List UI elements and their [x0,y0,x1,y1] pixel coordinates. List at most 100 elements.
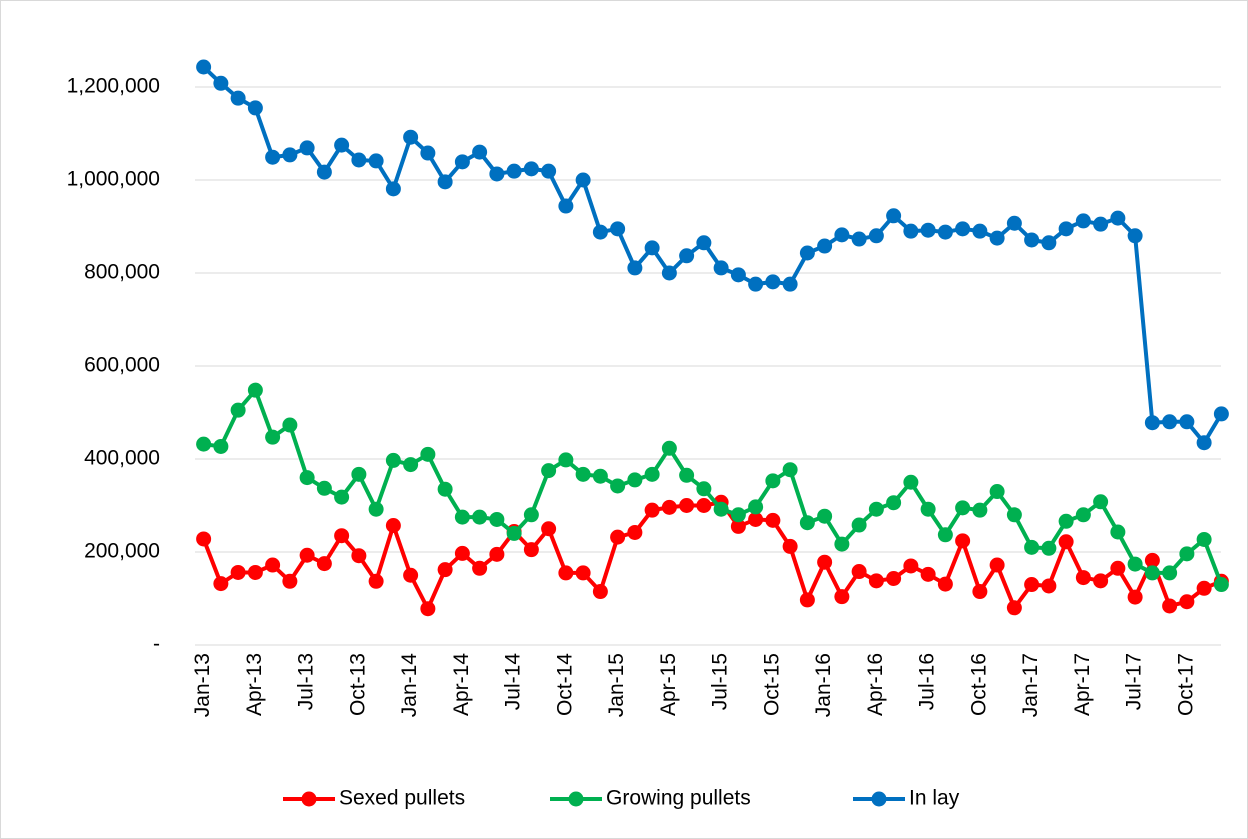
point [1075,570,1091,586]
point [799,515,815,531]
point [403,567,419,583]
point [558,565,574,581]
point [730,507,746,523]
point [1024,577,1040,593]
point [955,533,971,549]
legend-marker [301,791,317,807]
point [679,467,695,483]
point [955,221,971,237]
legend-label: Sexed pullets [339,787,465,810]
point [489,546,505,562]
point [437,562,453,578]
point [782,462,798,478]
point [661,499,677,515]
point [610,478,626,494]
point [523,542,539,558]
point [1162,598,1178,614]
point [903,558,919,574]
point [1127,228,1143,244]
point [472,509,488,525]
point [213,576,229,592]
point [1162,565,1178,581]
point [679,248,695,264]
point [679,498,695,513]
point [817,508,833,524]
x-tick-label: Jan-17 [1019,653,1042,717]
point [799,592,815,608]
x-tick-label: Oct-13 [346,653,369,716]
point [403,129,419,145]
point [989,230,1005,246]
point [437,174,453,190]
point [299,470,315,486]
point [765,473,781,489]
point [730,518,746,534]
point [1024,232,1040,248]
point [1041,235,1057,251]
point [661,265,677,281]
point [282,147,298,163]
x-tick-label: Jul-13 [295,653,318,710]
y-tick-label: 1,000,000 [67,168,160,191]
point [592,224,608,240]
point [299,140,315,156]
x-tick-label: Apr-13 [243,653,266,716]
point [937,576,953,592]
point [1093,494,1109,510]
y-tick-label: 800,000 [84,261,160,284]
point [385,517,401,533]
point [748,276,764,292]
point [1006,215,1022,231]
point [1127,589,1143,605]
point [247,100,263,116]
point [1093,216,1109,232]
point [1110,210,1126,226]
point [1144,552,1160,568]
x-tick-label: Jan-13 [191,653,214,717]
point [472,144,488,160]
point [644,466,660,482]
point [420,446,436,462]
point [541,463,557,479]
point [1162,414,1178,430]
point [316,480,332,496]
point [1213,577,1229,593]
point [1144,415,1160,431]
x-tick-label: Apr-17 [1071,653,1094,716]
point [334,528,350,544]
point [989,484,1005,500]
point [868,573,884,589]
point [247,382,263,398]
point [730,267,746,283]
point [644,240,660,256]
x-tick-label: Oct-15 [760,653,783,716]
point [316,556,332,572]
point [782,538,798,554]
point [1024,539,1040,555]
point [1179,414,1195,430]
point [955,500,971,516]
point [713,260,729,276]
y-tick-label: 400,000 [84,447,160,470]
point [886,495,902,511]
point [265,149,281,165]
point [368,573,384,589]
point [920,566,936,582]
point [1127,556,1143,572]
point [782,276,798,292]
point [437,481,453,497]
x-tick-label: Apr-16 [864,653,887,716]
point [989,557,1005,573]
point [385,181,401,197]
x-tick-label: Apr-15 [657,653,680,716]
point [920,501,936,517]
x-tick-label: Oct-16 [967,653,990,716]
point [644,502,660,518]
point [1144,565,1160,581]
point [316,164,332,180]
y-tick-label: 600,000 [84,354,160,377]
point [1093,573,1109,589]
point [661,440,677,456]
x-tick-label: Jul-17 [1123,653,1146,710]
